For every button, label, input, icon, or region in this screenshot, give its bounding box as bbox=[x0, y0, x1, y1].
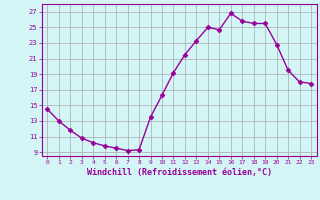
X-axis label: Windchill (Refroidissement éolien,°C): Windchill (Refroidissement éolien,°C) bbox=[87, 168, 272, 177]
